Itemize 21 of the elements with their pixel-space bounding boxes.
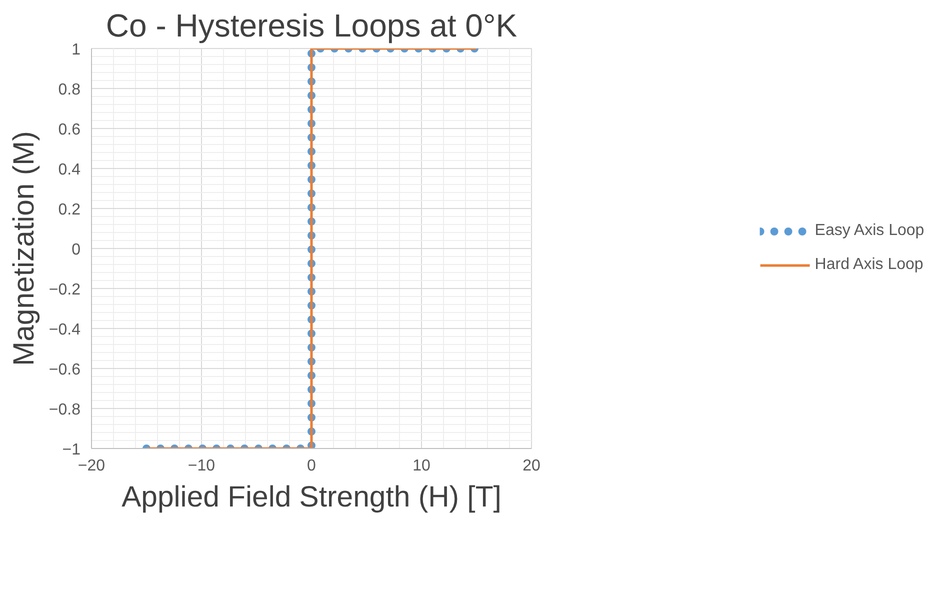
- legend-label: Hard Axis Loop: [814, 256, 924, 274]
- y-tick-label: 1: [72, 42, 81, 58]
- y-tick-label: 0.2: [58, 202, 81, 218]
- y-tick-label: −0.6: [48, 362, 81, 378]
- y-tick-label: 0.4: [58, 162, 81, 178]
- x-tick-label: −20: [78, 458, 106, 474]
- y-tick-label: −0.2: [48, 282, 81, 298]
- x-axis-title: Applied Field Strength (H) [T]: [122, 480, 502, 514]
- x-tick-label: 0: [307, 458, 316, 474]
- y-tick-label: −1: [62, 442, 81, 458]
- y-tick-label: 0.6: [58, 122, 81, 138]
- y-tick-label: 0.8: [58, 82, 81, 98]
- x-tick-label: −10: [188, 458, 216, 474]
- x-tick-label: 20: [522, 458, 540, 474]
- chart-title: Co - Hysteresis Loops at 0°K: [106, 8, 518, 44]
- y-tick-label: 0: [72, 242, 81, 258]
- y-tick-label: −0.8: [48, 402, 81, 418]
- legend-label: Easy Axis Loop: [814, 222, 924, 240]
- x-tick-label: 10: [412, 458, 430, 474]
- y-tick-label: −0.4: [48, 322, 81, 338]
- y-axis-title: Magnetization (M): [8, 131, 40, 366]
